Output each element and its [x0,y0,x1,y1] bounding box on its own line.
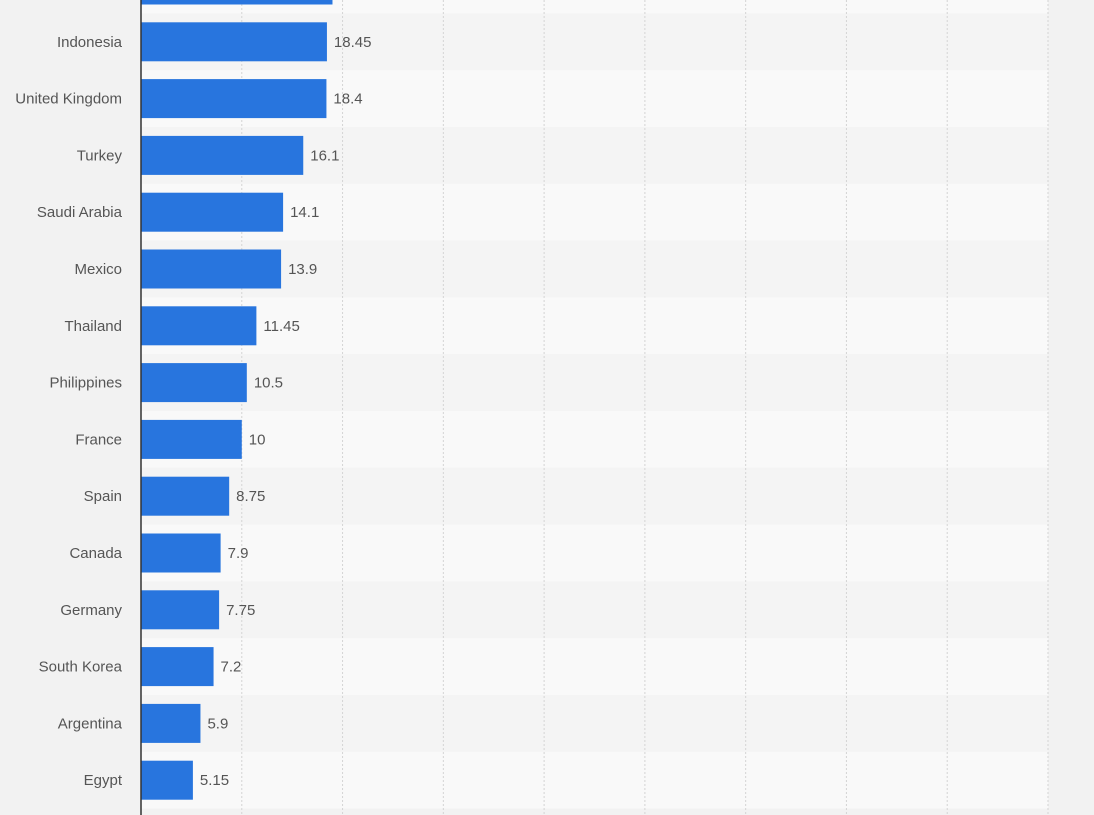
bar[interactable] [141,306,257,346]
category-label: Egypt [84,772,123,789]
value-label: 16.1 [310,147,339,164]
value-label: 18.45 [334,34,372,51]
category-label: France [75,431,122,448]
category-label: Canada [69,545,122,562]
value-label: 13.9 [288,261,317,278]
bar[interactable] [141,533,221,573]
value-label: 10.5 [254,375,283,392]
category-label: United Kingdom [15,91,122,108]
row-band [141,297,1048,355]
category-labels: Indonesia United Kingdom Turkey Saudi Arabi… [15,34,123,789]
value-labels: 18.45 18.4 16.1 14.1 13.9 11.45 10.5 10 8.75 7.9 7… [200,34,372,789]
category-label: Saudi Arabia [37,204,123,221]
row-band [141,0,1048,14]
bar[interactable] [141,0,333,5]
row-band [141,183,1048,241]
value-label: 5.15 [200,772,229,789]
bar[interactable] [141,79,327,119]
row-band [141,354,1048,411]
row-band [141,638,1048,695]
bar[interactable] [141,419,242,459]
value-label: 5.9 [207,715,228,732]
bar[interactable] [141,647,214,687]
value-label: 11.45 [263,318,299,335]
bar[interactable] [141,476,230,516]
value-label: 14.1 [290,204,319,221]
value-label: 7.75 [226,602,255,619]
bar[interactable] [141,22,327,62]
category-label: Philippines [49,375,122,392]
bars [141,0,333,800]
category-label: Argentina [58,715,123,732]
value-label: 10 [249,431,266,448]
value-label: 7.9 [228,545,249,562]
bar[interactable] [141,760,193,800]
row-band [141,411,1048,468]
value-label: 18.4 [333,91,362,108]
row-band [141,751,1048,809]
value-label: 7.2 [221,659,242,676]
row-band [141,695,1048,752]
category-label: Germany [60,602,122,619]
bar[interactable] [141,249,282,289]
value-label: 8.75 [236,488,265,505]
bar[interactable] [141,703,201,743]
category-label: Turkey [77,147,123,164]
row-bands [141,0,1048,809]
row-band [141,240,1048,298]
category-label: South Korea [39,659,123,676]
row-band [141,524,1048,582]
row-band [141,581,1048,639]
row-band [141,467,1048,525]
category-label: Indonesia [57,34,123,51]
category-label: Spain [84,488,122,505]
category-label: Mexico [74,261,122,278]
category-label: Thailand [64,318,122,335]
bar[interactable] [141,192,284,232]
bar[interactable] [141,135,304,175]
bar[interactable] [141,363,247,403]
bar[interactable] [141,590,220,630]
